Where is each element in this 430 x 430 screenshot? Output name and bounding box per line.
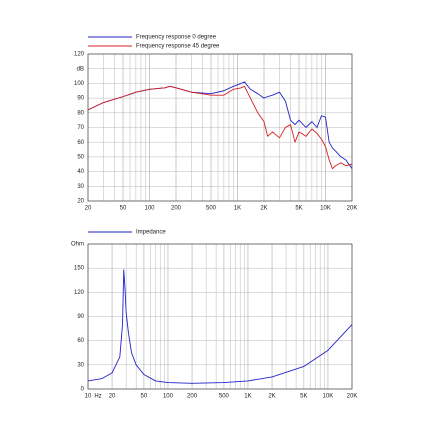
x-tick-label: 20: [109, 394, 116, 400]
x-tick-label: 100: [163, 394, 174, 400]
y-tick-label: 40: [77, 169, 84, 175]
y-tick-label: Ohm: [71, 242, 84, 248]
y-tick-label: 70: [77, 125, 84, 131]
x-tick-label: 20K: [347, 206, 358, 212]
plot-frame: [87, 243, 353, 390]
plot-frame: [87, 53, 353, 202]
x-tick-label: 10K: [320, 206, 331, 212]
y-tick-label: 50: [77, 154, 84, 160]
series-line: [87, 85, 353, 170]
y-tick-label: 30: [77, 362, 84, 368]
x-tick-label: 100: [145, 206, 156, 212]
x-tick-label: 2K: [260, 206, 267, 212]
x-tick-label: 500: [219, 394, 230, 400]
x-tick-label: 1K: [244, 394, 251, 400]
x-tick-label: 10: [85, 394, 92, 400]
x-tick-label: 50: [120, 206, 127, 212]
x-tick-label: 20: [85, 206, 92, 212]
y-tick-label: 120: [74, 290, 85, 296]
x-tick-label: 5K: [295, 206, 302, 212]
x-tick-label: 500: [206, 206, 217, 212]
y-tick-label: 150: [74, 266, 85, 272]
x-tick-label: 10K: [323, 394, 334, 400]
y-tick-label: 90: [77, 314, 84, 320]
x-tick-label: 2K: [268, 394, 275, 400]
legend-label: Frequency response 45 degree: [136, 44, 220, 50]
legend-label: Impedance: [136, 230, 166, 236]
x-tick-label: 5K: [300, 394, 307, 400]
x-tick-label: 200: [171, 206, 182, 212]
x-tick-label: 200: [187, 394, 198, 400]
y-tick-label: 60: [77, 338, 84, 344]
y-tick-label: 60: [77, 140, 84, 146]
y-tick-label: 20: [77, 199, 84, 205]
y-tick-label: 90: [77, 96, 84, 102]
x-axis-unit: Hz: [94, 394, 101, 400]
y-tick-label: 100: [74, 81, 85, 87]
legend-label: Frequency response 0 degree: [136, 35, 217, 41]
y-tick-label: dB: [77, 66, 84, 72]
y-tick-label: 120: [74, 52, 85, 58]
y-tick-label: 80: [77, 110, 84, 116]
x-tick-label: 1K: [234, 206, 241, 212]
y-tick-label: 30: [77, 184, 84, 190]
y-tick-label: 0: [81, 387, 85, 393]
x-tick-label: 50: [141, 394, 148, 400]
x-tick-label: 20K: [347, 394, 358, 400]
series-line: [87, 269, 353, 384]
